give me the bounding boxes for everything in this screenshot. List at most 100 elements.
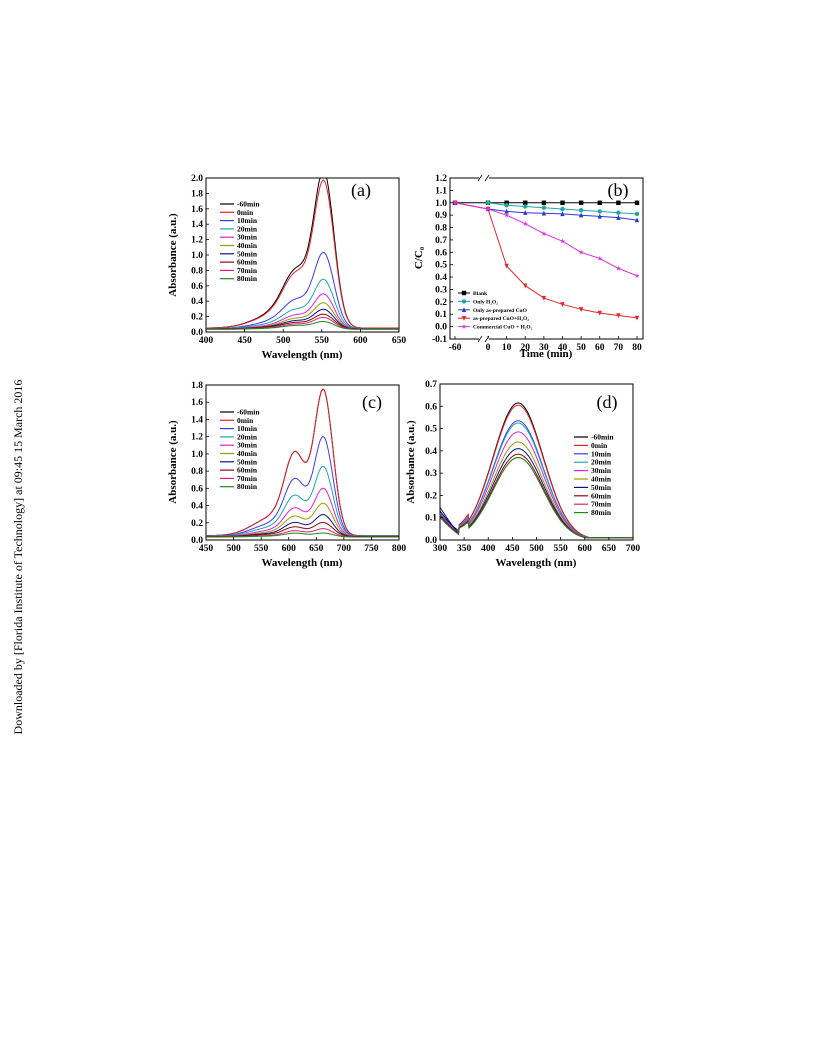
series-line — [454, 202, 638, 221]
y-tick-label: 2.0 — [191, 174, 203, 184]
data-point — [578, 307, 584, 312]
data-point — [560, 200, 565, 205]
legend-label: 30min — [591, 466, 612, 475]
y-axis-label: Absorbance (a.u.) — [167, 420, 179, 504]
y-tick-label: 1.8 — [191, 381, 203, 391]
y-tick-label: 1.0 — [191, 251, 203, 261]
x-axis-ticks: 450 500 550 600 650 700 750 800 — [199, 537, 407, 554]
x-tick-label: 700 — [337, 544, 352, 554]
data-point — [616, 200, 621, 205]
data-point — [597, 209, 602, 214]
legend-label: 50min — [237, 457, 258, 466]
legend-label: 0min — [237, 416, 254, 425]
data-point — [597, 200, 602, 205]
data-point — [634, 217, 640, 223]
spectra-series — [439, 402, 633, 539]
y-tick-label: 1.2 — [191, 236, 203, 246]
legend-label: 20min — [237, 432, 258, 441]
series-line-80min — [206, 320, 399, 330]
legend-label: -60min — [237, 200, 260, 209]
legend-label: Blank — [473, 291, 488, 297]
legend-label: 70min — [237, 266, 258, 275]
data-point — [461, 316, 467, 321]
y-tick-label: -0.1 — [432, 335, 447, 345]
axis-break-bottom — [477, 335, 490, 343]
data-point — [597, 213, 602, 219]
y-tick-label: 0.8 — [435, 224, 447, 234]
data-point — [578, 249, 584, 255]
plot-frame — [205, 177, 400, 333]
legend-label: 10min — [591, 449, 612, 458]
data-point — [560, 302, 565, 308]
x-tick-label: 550 — [254, 544, 269, 554]
data-point — [461, 290, 467, 296]
series-line-30min — [206, 487, 399, 538]
y-tick-label: 0.2 — [191, 313, 203, 323]
panel-label: (b) — [608, 180, 629, 201]
data-point — [461, 307, 467, 312]
data-point — [523, 209, 528, 215]
data-point — [578, 212, 584, 218]
legend-label: Commercial CuO + H₂O₂ — [473, 325, 533, 331]
legend-label: 10min — [237, 424, 258, 433]
y-tick-label: 0.8 — [191, 467, 203, 477]
legend-label: 30min — [237, 441, 258, 450]
kinetics-series — [452, 199, 640, 321]
y-tick-label: 0.2 — [425, 491, 437, 501]
data-point — [597, 310, 602, 316]
series-line-80min — [439, 456, 633, 539]
data-point — [597, 255, 603, 261]
series-line — [454, 202, 638, 277]
x-tick-label: 60 — [595, 343, 605, 353]
data-point — [504, 203, 509, 208]
x-tick-label: 600 — [578, 544, 593, 554]
x-tick-label: 350 — [457, 544, 472, 554]
x-tick-label: 450 — [237, 336, 252, 346]
y-tick-label: 0.4 — [191, 502, 203, 512]
data-point — [541, 200, 547, 205]
legend: -60min0min10min20min30min40min50min60min… — [574, 433, 614, 517]
chart-panel-a: 400 450 500 550 600 650 0.0 0.2 0.4 0.6 0.8 1.0 1.2… — [167, 174, 406, 361]
legend: -60min0min10min20min30min40min50min60min… — [220, 200, 260, 283]
x-tick-label: 400 — [481, 544, 496, 554]
y-tick-label: 1.6 — [191, 205, 203, 215]
chart-panel-b: -60 0 10 20 30 40 50 60 70 80 -0.1 0.0 0.1 0.2 0.3 0.4… — [413, 174, 644, 360]
data-point — [541, 230, 547, 236]
y-tick-label: 0.4 — [191, 297, 203, 307]
data-point — [616, 313, 621, 319]
y-axis-label: Absorbance (a.u.) — [405, 420, 417, 504]
y-tick-label: 1.8 — [191, 189, 203, 199]
chart-panel-c: 450 500 550 600 650 700 750 800 0.0 0.2 0.4 0.6 0.8… — [167, 381, 407, 569]
y-axis-ticks: 0.0 0.2 0.4 0.6 0.8 1.0 1.2 1.4 1.6 1.8 2.0 — [191, 174, 209, 338]
legend-label: Only H₂O₂ — [473, 299, 498, 305]
y-tick-label: 0.2 — [191, 519, 203, 529]
x-tick-label: 0 — [486, 343, 491, 353]
legend-label: -60min — [237, 408, 260, 417]
x-axis-label: Time (min) — [520, 348, 573, 360]
y-tick-label: 0.9 — [435, 211, 447, 221]
y-axis-label: Absorbance (a.u.) — [167, 213, 179, 297]
axis-break-top — [477, 174, 490, 182]
legend-label: 40min — [591, 475, 612, 484]
x-tick-label: 300 — [433, 544, 448, 554]
data-point — [522, 221, 528, 227]
legend-label: 60min — [237, 258, 258, 267]
legend-label: 50min — [591, 483, 612, 492]
data-point — [578, 200, 584, 205]
x-axis-ticks: 300 350 400 450 500 550 600 650 700 — [433, 537, 640, 554]
series-line-20min — [206, 278, 399, 329]
x-axis-label: Wavelength (nm) — [262, 349, 343, 361]
chart-panel-d: 300 350 400 450 500 550 600 650 700 0.0 0.1 0.2 0.3… — [405, 380, 640, 569]
x-tick-label: 450 — [199, 544, 214, 554]
x-axis-label: Wavelength (nm) — [262, 557, 343, 569]
data-point — [485, 200, 491, 205]
x-tick-label: 550 — [554, 544, 569, 554]
y-tick-label: 0.0 — [435, 323, 447, 333]
x-tick-label: 40 — [558, 343, 568, 353]
data-point — [616, 210, 621, 215]
x-tick-label: -60 — [449, 343, 462, 353]
series-line-20min — [206, 465, 399, 537]
x-tick-label: 30 — [539, 343, 549, 353]
download-note: Downloaded by [Florida Institute of Tech… — [11, 379, 25, 735]
x-tick-label: 800 — [392, 544, 407, 554]
